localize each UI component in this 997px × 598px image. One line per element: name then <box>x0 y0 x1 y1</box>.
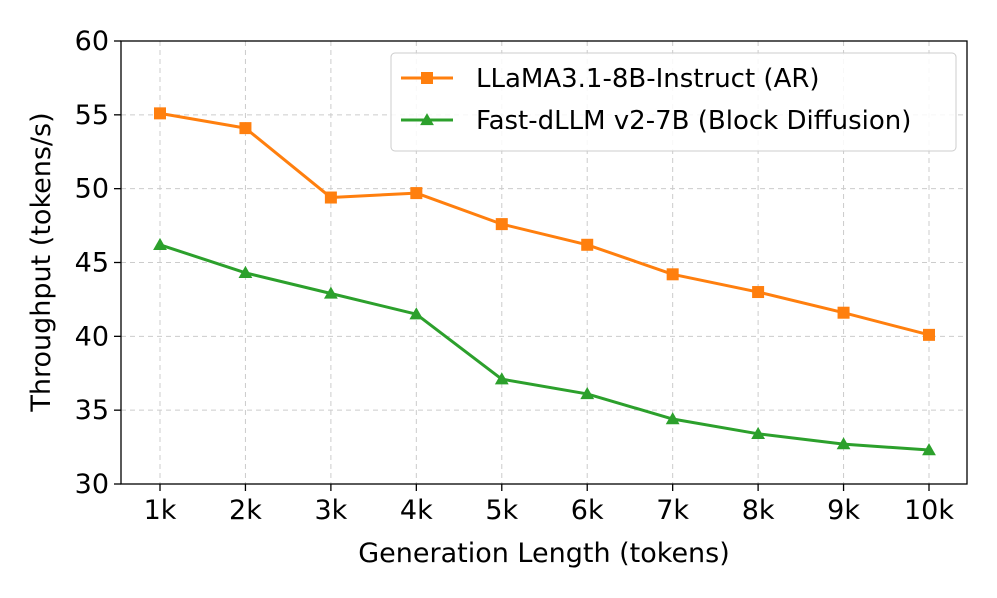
x-axis-label: Generation Length (tokens) <box>358 538 730 569</box>
y-tick-label: 40 <box>75 321 109 352</box>
data-point <box>751 426 766 439</box>
legend-label: Fast-dLLM v2-7B (Block Diffusion) <box>476 106 911 136</box>
legend-entry-1: LLaMA3.1-8B-Instruct (AR) <box>401 64 820 94</box>
x-tick-label: 8k <box>742 495 775 526</box>
y-tick-label: 50 <box>75 174 109 205</box>
y-tick-label: 35 <box>75 395 109 426</box>
legend-frame <box>390 52 957 152</box>
y-axis-label: Throughput (tokens/s) <box>26 112 57 412</box>
data-point <box>665 412 680 425</box>
series-1 <box>154 107 935 341</box>
x-tick-label: 9k <box>827 495 860 526</box>
x-tick-label: 5k <box>485 495 518 526</box>
data-point <box>666 268 679 281</box>
series-line <box>159 111 930 337</box>
data-point <box>238 265 253 279</box>
x-tick-label: 4k <box>400 495 433 526</box>
series-group <box>153 107 936 456</box>
data-point <box>581 238 594 251</box>
data-point <box>923 328 935 341</box>
data-point <box>153 237 167 250</box>
series-2 <box>153 237 936 456</box>
x-tick-label: 10k <box>904 495 954 526</box>
data-point <box>324 191 337 204</box>
x-tick-label: 3k <box>314 495 347 526</box>
legend-marker <box>421 72 433 84</box>
data-point <box>580 387 595 400</box>
data-point <box>836 437 851 450</box>
y-tick-label: 60 <box>75 26 109 57</box>
x-tick-label: 7k <box>656 495 689 526</box>
axis-ticks: 1k 2k 3k 4k 5k 6k 7k 8k 9k 10k 30 35 40 45 50 55 60 <box>75 26 955 526</box>
data-point <box>752 286 765 299</box>
series-line <box>159 243 930 452</box>
legend-label: LLaMA3.1-8B-Instruct (AR) <box>476 64 820 94</box>
data-point <box>922 443 936 456</box>
x-tick-label: 6k <box>571 495 604 526</box>
legend-entry-2: Fast-dLLM v2-7B (Block Diffusion) <box>401 106 911 136</box>
data-point <box>410 187 423 200</box>
data-point <box>409 307 424 320</box>
x-tick-label: 2k <box>229 495 262 526</box>
legend: LLaMA3.1-8B-Instruct (AR) Fast-dLLM v2-7B… <box>390 52 957 152</box>
data-point <box>154 107 166 120</box>
data-point <box>239 122 252 135</box>
x-tick-label: 1k <box>144 495 177 526</box>
data-point <box>837 306 850 319</box>
y-tick-label: 30 <box>75 469 109 500</box>
data-point <box>494 372 509 385</box>
data-point <box>495 218 508 231</box>
y-tick-label: 45 <box>75 248 109 279</box>
data-point <box>323 286 338 299</box>
legend-marker <box>420 113 434 126</box>
y-tick-label: 55 <box>75 100 109 131</box>
